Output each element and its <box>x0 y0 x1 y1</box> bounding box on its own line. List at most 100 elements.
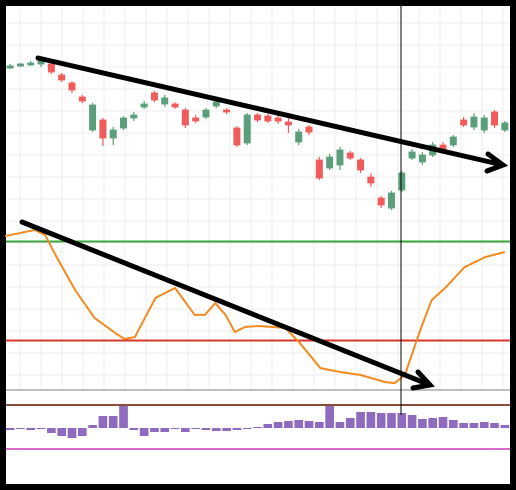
candle-body <box>223 109 231 113</box>
candle-body <box>346 152 354 159</box>
candle-body <box>233 127 241 146</box>
annotation-arrows <box>19 55 509 391</box>
candle-body <box>140 103 148 108</box>
histogram-bar <box>160 428 170 432</box>
histogram-bar <box>438 417 448 428</box>
histogram-bar <box>376 413 386 428</box>
candle-body <box>120 117 128 129</box>
candle-body <box>150 92 158 101</box>
histogram-bar <box>418 419 427 428</box>
oscillator-line <box>4 228 506 385</box>
candle-body <box>192 117 200 122</box>
histogram-bar <box>459 423 468 428</box>
histogram-bar <box>490 423 499 428</box>
candle-body <box>284 121 292 126</box>
histogram-bar <box>263 424 273 428</box>
histogram-bar <box>57 428 67 436</box>
candle-body <box>130 114 138 119</box>
histogram-bar <box>108 416 118 428</box>
histogram-bar <box>356 412 365 428</box>
histogram-bar <box>397 413 407 428</box>
candle-body <box>326 156 334 169</box>
histogram-bar <box>5 428 15 430</box>
histogram-bar <box>16 428 25 429</box>
candle-body <box>6 65 14 69</box>
histogram-bar <box>479 422 489 428</box>
histogram-bar <box>77 428 87 436</box>
candle-body <box>449 136 457 146</box>
histogram-bar <box>88 425 97 428</box>
histogram-bar <box>387 413 396 428</box>
histogram-bar <box>129 428 139 430</box>
candle-body <box>377 197 385 206</box>
candle-body <box>460 119 468 126</box>
candle-body <box>16 63 24 67</box>
histogram-bar <box>315 422 324 428</box>
histogram-bar <box>345 418 355 428</box>
histogram-bar <box>325 406 334 428</box>
arrow <box>19 219 433 388</box>
histogram-bar <box>335 422 345 428</box>
candle-body <box>243 114 251 144</box>
histogram-bar <box>119 406 128 428</box>
histogram-bar <box>469 423 479 428</box>
histogram-bar <box>47 428 56 433</box>
histogram-bar <box>222 428 231 431</box>
histogram-bar <box>201 428 211 430</box>
candle-body <box>367 176 375 184</box>
candle-body <box>264 115 272 122</box>
histogram-bar <box>232 428 242 430</box>
histogram-bar <box>170 428 180 429</box>
candle-body <box>408 151 416 159</box>
histogram-bar <box>294 420 304 428</box>
histogram-bar <box>500 425 510 428</box>
candle-body <box>295 131 303 143</box>
candle-body <box>202 109 210 118</box>
candle-body <box>501 122 509 131</box>
histogram-bar <box>139 428 149 436</box>
histogram-bar <box>181 428 190 432</box>
arrow <box>35 55 506 168</box>
candle-body <box>212 101 220 107</box>
histogram-bar <box>273 422 283 428</box>
candle-body <box>305 126 313 133</box>
candle-body <box>171 103 179 108</box>
histogram-bar <box>150 428 159 432</box>
arrow-head <box>484 151 509 174</box>
candle-body <box>47 63 55 73</box>
histogram-bar <box>407 415 417 428</box>
candle-body <box>418 154 426 163</box>
candle-body <box>357 159 365 171</box>
candle-body <box>480 117 488 131</box>
candle-body <box>181 109 189 126</box>
candle-body <box>78 96 86 102</box>
histogram-bar <box>448 420 458 428</box>
histogram-bar <box>284 421 293 428</box>
histogram-bar <box>211 428 221 431</box>
histogram-bar <box>36 428 46 429</box>
candle-body <box>68 82 76 91</box>
candle-body <box>387 192 395 209</box>
histogram-bar <box>242 428 252 429</box>
candle-body <box>274 117 282 122</box>
candle-body <box>315 159 323 179</box>
candle-body <box>398 172 406 191</box>
histogram-bar <box>26 428 36 430</box>
candle-body <box>109 129 117 139</box>
candle-body <box>470 116 478 128</box>
histogram-bar <box>304 421 314 428</box>
histogram-bar <box>67 428 77 438</box>
candle-body <box>58 74 66 81</box>
histogram-bar <box>428 418 438 428</box>
histogram-bar <box>253 427 262 428</box>
candle-body <box>336 149 344 166</box>
arrow-head <box>410 369 435 391</box>
histogram-bar <box>98 416 108 428</box>
candle-body <box>89 104 97 131</box>
candle-body <box>27 62 35 66</box>
histogram-bar <box>191 428 200 429</box>
candle-body <box>491 111 499 126</box>
candle-body <box>254 114 261 121</box>
candle-body <box>161 97 169 105</box>
